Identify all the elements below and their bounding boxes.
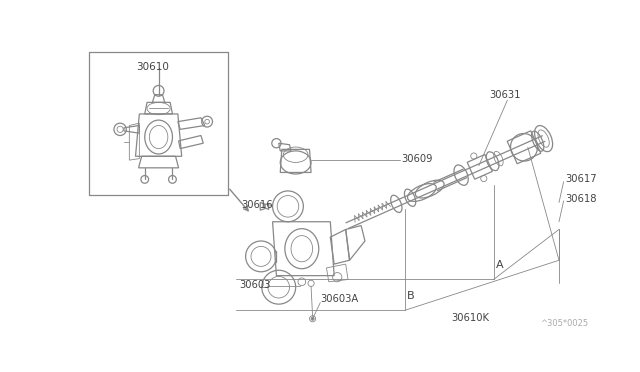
Text: ^305*0025: ^305*0025 bbox=[540, 319, 588, 328]
Text: 30618: 30618 bbox=[565, 194, 596, 203]
Text: 30617: 30617 bbox=[565, 174, 596, 185]
Text: 30603: 30603 bbox=[239, 280, 271, 290]
Circle shape bbox=[311, 317, 314, 320]
Text: 30609: 30609 bbox=[401, 154, 433, 164]
Text: 30603A: 30603A bbox=[320, 294, 358, 304]
Text: B: B bbox=[407, 291, 415, 301]
Text: 30631: 30631 bbox=[490, 90, 521, 100]
Text: 30610: 30610 bbox=[136, 62, 169, 71]
Text: A: A bbox=[496, 260, 504, 270]
Text: 30610K: 30610K bbox=[451, 313, 489, 323]
Text: 30616: 30616 bbox=[241, 200, 273, 210]
